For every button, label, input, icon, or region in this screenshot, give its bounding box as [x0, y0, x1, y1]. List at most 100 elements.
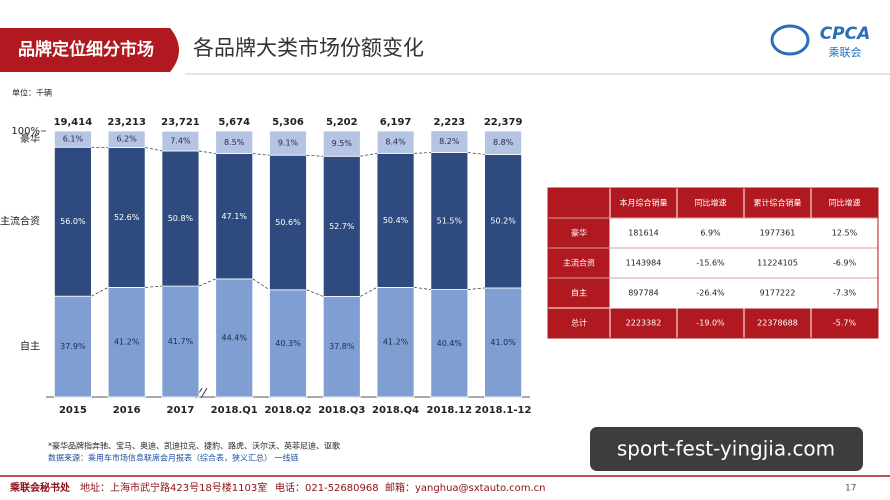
bar-segment — [430, 130, 469, 153]
unit-label: 单位：千辆 — [12, 88, 52, 98]
value-label: 47.1% — [222, 212, 248, 221]
logo-sub: 乘联会 — [829, 46, 862, 59]
value-label: 37.8% — [329, 342, 355, 351]
x-tick-label: 2018.Q4 — [372, 405, 419, 416]
x-tick-label: 2018.12 — [427, 405, 473, 416]
table-cell: 6.9% — [700, 229, 721, 238]
total-label: 22,379 — [484, 117, 523, 128]
value-label: 41.2% — [114, 338, 140, 347]
table-cell: -19.0% — [696, 319, 725, 328]
value-label: 8.8% — [493, 138, 514, 147]
total-label: 23,721 — [161, 117, 200, 128]
table-cell: 2223382 — [626, 319, 662, 328]
total-label: 6,197 — [380, 117, 412, 128]
table-cell: 181614 — [628, 229, 659, 238]
bar-segment — [53, 146, 92, 297]
bar-segment — [161, 150, 200, 287]
table-column-header: 同比增速 — [695, 198, 727, 208]
connector — [252, 153, 270, 156]
bar-segment — [161, 285, 200, 398]
table-column-header: 同比增速 — [829, 198, 861, 208]
table-row-label: 豪华 — [571, 228, 587, 238]
value-label: 7.4% — [170, 137, 191, 146]
x-tick-label: 2018.Q3 — [318, 405, 365, 416]
value-label: 8.4% — [385, 138, 406, 147]
value-label: 6.1% — [63, 135, 84, 144]
connector — [252, 278, 270, 291]
series-label: 主流合资 — [0, 215, 40, 228]
x-tick-label: 2018.Q1 — [211, 405, 258, 416]
bar-segment — [430, 152, 469, 290]
value-label: 52.6% — [114, 213, 140, 222]
bar-segment — [376, 130, 415, 154]
table-cell: 897784 — [628, 289, 659, 298]
value-label: 9.1% — [278, 139, 299, 148]
series-label: 豪华 — [20, 132, 40, 145]
value-label: 50.4% — [383, 216, 409, 225]
connector — [360, 287, 378, 297]
value-label: 50.2% — [490, 217, 516, 226]
value-label: 37.9% — [60, 342, 86, 351]
connector — [145, 285, 162, 288]
value-label: 8.5% — [224, 138, 245, 147]
total-label: 5,674 — [218, 117, 250, 128]
x-tick-label: 2018.Q2 — [264, 405, 311, 416]
total-label: 2,223 — [434, 117, 466, 128]
connector — [467, 152, 485, 155]
value-label: 8.2% — [439, 137, 460, 146]
bar-segment — [484, 154, 523, 289]
bar-segment — [322, 130, 361, 157]
x-tick-label: 2017 — [167, 405, 195, 416]
x-tick-label: 2018.1-12 — [475, 405, 532, 416]
value-label: 52.7% — [329, 222, 355, 231]
footer-email: 邮箱：yanghua@sxtauto.com.cn — [385, 481, 545, 494]
table-cell: 12.5% — [832, 229, 858, 238]
bar-segment — [215, 130, 254, 155]
page-number: 17 — [845, 484, 856, 494]
bar-segment — [376, 152, 415, 288]
connector — [306, 289, 324, 297]
value-label: 6.2% — [117, 135, 138, 144]
total-label: 23,213 — [107, 117, 146, 128]
watermark-box — [590, 427, 863, 471]
table-cell: 22378688 — [757, 319, 798, 328]
value-label: 40.4% — [437, 339, 463, 348]
connector — [414, 152, 431, 154]
connector — [360, 152, 378, 157]
section-title: 品牌定位细分市场 — [18, 39, 154, 60]
table-column-header: 累计综合销量 — [754, 198, 802, 208]
value-label: 50.6% — [275, 218, 301, 227]
note: *豪华品牌指奔驰、宝马、奥迪、凯迪拉克、捷豹、路虎、沃尔沃、英菲尼迪、讴歌 — [48, 441, 340, 451]
value-label: 44.4% — [222, 333, 248, 342]
y-tick-label: 100% — [11, 126, 40, 137]
table-row-label: 自主 — [571, 288, 587, 298]
bar-segment — [53, 130, 92, 148]
series-label: 自主 — [20, 340, 40, 353]
logo-text: CPCA — [820, 24, 871, 44]
bar-segment — [107, 287, 146, 398]
note-source: 数据来源：乘用车市场信息联席会月报表（综合表，狭义汇总） 一线链 — [48, 453, 299, 463]
bar-segment — [484, 130, 523, 155]
value-label: 41.7% — [168, 337, 194, 346]
bar-segment — [215, 278, 254, 398]
x-tick-label: 2015 — [59, 405, 87, 416]
connector — [306, 154, 324, 157]
total-label: 5,202 — [326, 117, 358, 128]
bar-segment — [107, 130, 146, 148]
connector — [145, 147, 163, 152]
table-cell: 1143984 — [626, 259, 662, 268]
value-label: 51.5% — [437, 217, 463, 226]
table-cell: 9177222 — [760, 289, 796, 298]
watermark: sport-fest-yingjia.com — [617, 437, 835, 461]
bar-segment — [484, 287, 523, 398]
bar-segment — [430, 289, 469, 398]
total-label: 5,306 — [272, 117, 304, 128]
value-label: 9.5% — [332, 139, 353, 148]
value-label: 40.3% — [275, 339, 301, 348]
logo-mark — [770, 24, 810, 56]
table-row-label: 主流合资 — [563, 258, 595, 268]
bar-segment — [107, 147, 146, 288]
connector — [414, 287, 431, 290]
table-column-header: 本月综合销量 — [620, 198, 668, 208]
